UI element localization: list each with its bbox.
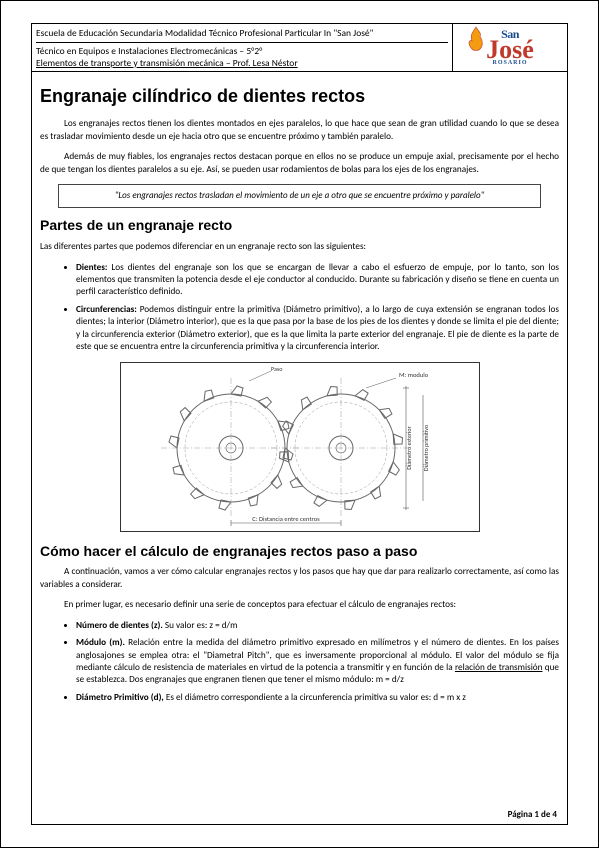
parts-list: Dientes: Los dientes del engranaje son l… [40, 262, 559, 354]
school-logo: San José ROSARIO [452, 24, 567, 71]
calc-list: Número de dientes (z). Su valor es: z = … [40, 620, 559, 705]
list-item: Circunferencias: Podemos distinguir entr… [76, 304, 559, 354]
content-border: Escuela de Educación Secundaria Modalida… [31, 23, 568, 825]
section-calc-title: Cómo hacer el cálculo de engranajes rect… [40, 542, 559, 561]
calc-p2: En primer lugar, es necesario definir un… [40, 599, 559, 611]
list-item: Diámetro Primitivo (d), Es el diámetro c… [76, 692, 559, 704]
calc-p1: A continuación, vamos a ver cómo calcula… [40, 566, 559, 591]
section-parts-intro: Las diferentes partes que podemos difere… [40, 241, 559, 253]
header-text: Escuela de Educación Secundaria Modalida… [32, 24, 452, 71]
callout-quote: "Los engranajes rectos trasladan el movi… [58, 184, 541, 208]
item-text: Podemos distinguir entre la primitiva (D… [76, 304, 559, 352]
header-line1: Escuela de Educación Secundaria Modalida… [36, 26, 448, 43]
body: Engranaje cilíndrico de dientes rectos L… [32, 72, 567, 718]
intro-p1: Los engranajes rectos tienen los dientes… [40, 118, 559, 143]
intro-p2: Además de muy fiables, los engranajes re… [40, 151, 559, 176]
document-header: Escuela de Educación Secundaria Modalida… [32, 24, 567, 72]
label-diam-prim: Diámetro primitivo [422, 424, 430, 470]
list-item: Módulo (m). Relación entre la medida del… [76, 637, 559, 687]
list-item: Dientes: Los dientes del engranaje son l… [76, 262, 559, 299]
page-title: Engranaje cilíndrico de dientes rectos [40, 84, 559, 108]
list-item: Número de dientes (z). Su valor es: z = … [76, 620, 559, 632]
header-subject: Elementos de transporte y transmisión me… [36, 57, 298, 69]
item-text: Los dientes del engranaje son los que se… [76, 262, 559, 298]
flame-icon [464, 25, 488, 53]
gear-diagram: Diámetro exterior Diámetro primitivo M: … [120, 362, 480, 532]
label-paso: Paso [271, 365, 282, 373]
header-line2: Técnico en Equipos e Instalaciones Elect… [36, 43, 448, 69]
label-module: M: modulo [399, 371, 429, 379]
label-diam-ext: Diámetro exterior [405, 426, 413, 469]
logo-jose: José [486, 39, 534, 61]
page-number: Página 1 de 4 [508, 809, 557, 820]
page: Escuela de Educación Secundaria Modalida… [0, 0, 599, 848]
header-course: Técnico en Equipos e Instalaciones Elect… [36, 45, 262, 57]
label-distance: C: Distancia entre centros [252, 515, 320, 523]
section-parts-title: Partes de un engranaje recto [40, 216, 559, 235]
logo-rosario: ROSARIO [486, 61, 534, 66]
